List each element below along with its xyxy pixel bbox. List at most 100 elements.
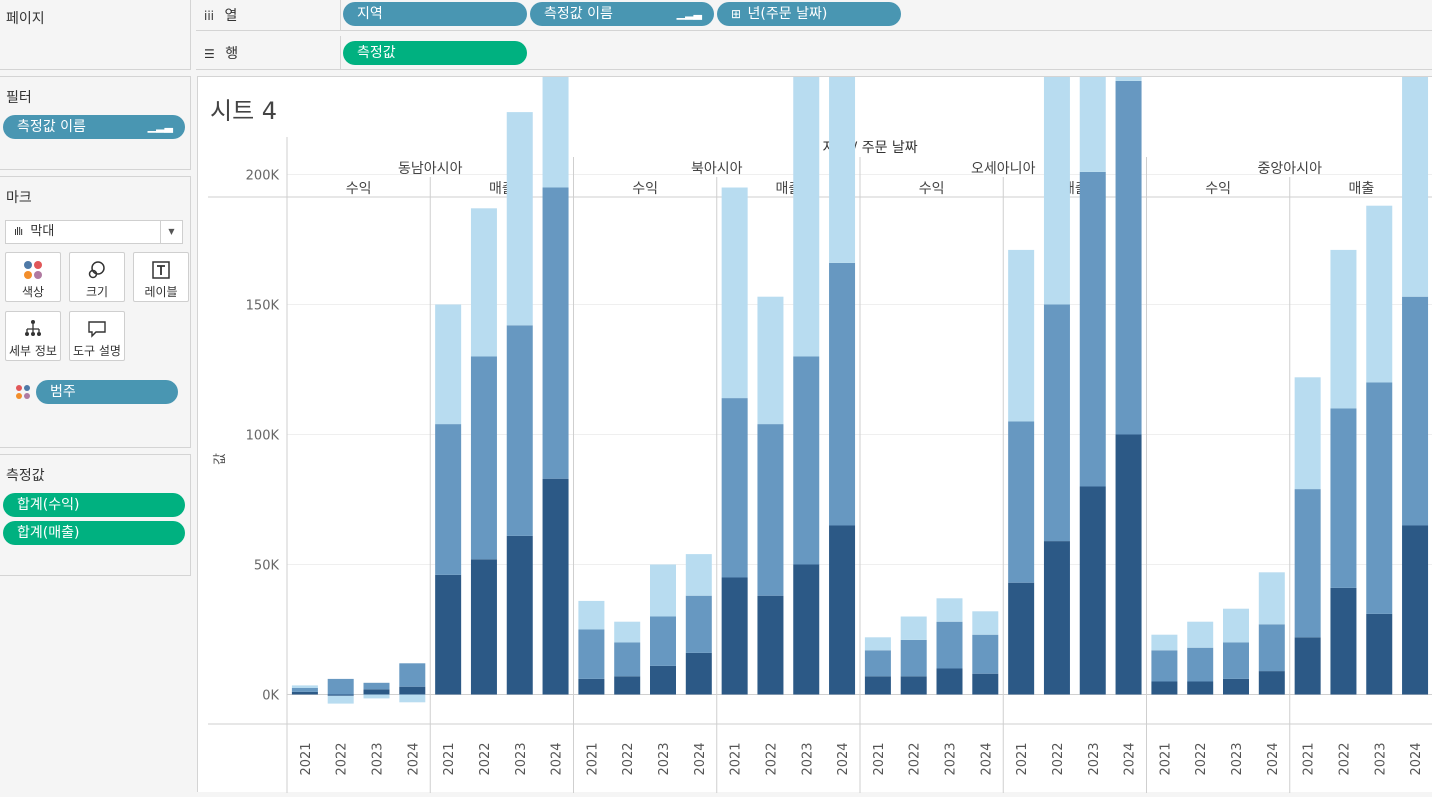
bar-segment-dark (972, 673, 999, 695)
rows-label-text: 행 (225, 46, 239, 62)
tooltip-icon (88, 321, 106, 338)
bar-segment-light (1187, 621, 1214, 648)
bar-segment-dark (793, 564, 820, 695)
x-tick-label: 2023 (944, 742, 959, 775)
bar-segment-light (650, 564, 676, 617)
region-label: 동남아시아 (398, 161, 463, 177)
bar-segment-mid (721, 398, 748, 578)
rows-pill-measure-values-label: 측정값 (357, 45, 396, 61)
bar-segment-mid (506, 325, 533, 536)
bar-segment-light (1366, 205, 1393, 383)
bar-segment-mid (1008, 421, 1035, 583)
bar-segment-dark (1330, 587, 1357, 695)
rows-shelf: ☰ 행 측정값 (196, 36, 1432, 70)
bar-segment-dark (291, 691, 318, 695)
bar-segment-light (1258, 572, 1285, 625)
bar-segment-dark (721, 577, 748, 695)
bar-segment-dark (327, 694, 354, 696)
measure-label: 수익 (346, 181, 372, 197)
measure-pill-sales-label: 합계(매출) (17, 525, 80, 541)
bar-segment-mid (650, 616, 676, 666)
mark-size-button[interactable]: 크기 (69, 252, 125, 302)
bar-segment-mid (685, 595, 712, 653)
sort-icon: ▁▂▃ (147, 120, 173, 133)
x-tick-label: 2021 (1302, 742, 1317, 775)
x-tick-label: 2024 (1409, 742, 1424, 775)
bar-segment-dark (900, 676, 927, 695)
y-tick-label: 100K (246, 429, 280, 444)
bar-segment-mid (542, 187, 569, 479)
columns-pill-region[interactable]: 지역 (343, 2, 527, 26)
mark-label-label: 레이블 (144, 285, 178, 299)
y-tick-label: 150K (246, 299, 280, 314)
mark-detail-button[interactable]: 세부 정보 (5, 311, 61, 361)
bar-segment-light (435, 304, 462, 425)
bar-segment-mid (1043, 304, 1070, 542)
region-label: 북아시아 (691, 161, 743, 177)
rows-pill-measure-values[interactable]: 측정값 (343, 41, 527, 65)
size-icon (88, 261, 105, 279)
x-tick-label: 2023 (1087, 742, 1102, 775)
measure-label: 수익 (1205, 181, 1231, 197)
rows-shelf-label: ☰ 행 (204, 43, 238, 63)
x-tick-label: 2024 (1123, 742, 1138, 775)
chevron-down-icon: ▼ (160, 221, 182, 243)
y-tick-label: 0K (262, 689, 279, 704)
detail-icon (25, 320, 41, 336)
x-tick-label: 2021 (299, 742, 314, 775)
bar-segment-dark (1223, 678, 1249, 695)
columns-pill-measure-names[interactable]: 측정값 이름 ▁▂▃ (530, 2, 714, 26)
bar-segment-light (363, 694, 390, 699)
mark-type-select[interactable]: ıllı 막대 ▼ (5, 220, 183, 244)
x-tick-label: 2024 (836, 742, 851, 775)
bar-segment-light (1294, 377, 1321, 490)
marks-color-pill-category[interactable]: 범주 (36, 380, 178, 404)
bar-segment-mid (936, 621, 963, 669)
bar-segment-dark (363, 689, 390, 695)
bar-segment-dark (1402, 525, 1429, 695)
bar-segment-mid (291, 688, 318, 692)
bar-segment-mid (972, 634, 999, 674)
bar-segment-light (614, 621, 641, 643)
x-tick-label: 2021 (1015, 742, 1030, 775)
columns-pill-year[interactable]: ⊞ 년(주문 날짜) (717, 2, 901, 26)
mark-tooltip-button[interactable]: 도구 설명 (69, 311, 125, 361)
columns-shelf-label: iii 열 (204, 5, 237, 25)
measure-pill-profit[interactable]: 합계(수익) (3, 493, 185, 517)
bar-segment-light (900, 616, 927, 640)
pages-title: 페이지 (6, 11, 45, 27)
bar-segment-light (470, 208, 497, 357)
x-tick-label: 2022 (764, 742, 779, 775)
bar-segment-mid (399, 663, 426, 687)
bar-segment-mid (1223, 642, 1249, 679)
mark-label-button[interactable]: 레이블 (133, 252, 189, 302)
measure-pill-profit-label: 합계(수익) (17, 497, 80, 513)
marks-color-pill-label: 범주 (50, 384, 76, 400)
bar-segment-light (829, 5, 856, 263)
measure-pill-sales[interactable]: 합계(매출) (3, 521, 185, 545)
filters-title: 필터 (6, 90, 32, 106)
columns-pill-measure-names-label: 측정값 이름 (544, 6, 613, 22)
x-tick-label: 2023 (800, 742, 815, 775)
color-legend-icon (16, 385, 30, 399)
bar-segment-mid (900, 639, 927, 677)
filter-pill-measure-names[interactable]: 측정값 이름 ▁▂▃ (3, 115, 185, 139)
bar-segment-light (542, 0, 569, 188)
x-tick-label: 2022 (478, 742, 493, 775)
bar-segment-light (685, 554, 712, 596)
x-tick-label: 2023 (1230, 742, 1245, 775)
x-tick-label: 2024 (979, 742, 994, 775)
bar-segment-light (936, 598, 963, 622)
bar-segment-dark (757, 595, 784, 695)
bar-segment-dark (578, 678, 605, 695)
bar-segment-light (1008, 249, 1035, 422)
bar-segment-dark (829, 525, 856, 695)
mark-type-label: 막대 (30, 224, 55, 239)
bar-segment-mid (864, 650, 891, 677)
mark-size-label: 크기 (85, 285, 109, 299)
x-tick-label: 2024 (1266, 742, 1281, 775)
bar-segment-light (1223, 608, 1249, 643)
mark-color-button[interactable]: 색상 (5, 252, 61, 302)
bar-segment-mid (1258, 624, 1285, 672)
measure-label: 수익 (919, 181, 945, 197)
